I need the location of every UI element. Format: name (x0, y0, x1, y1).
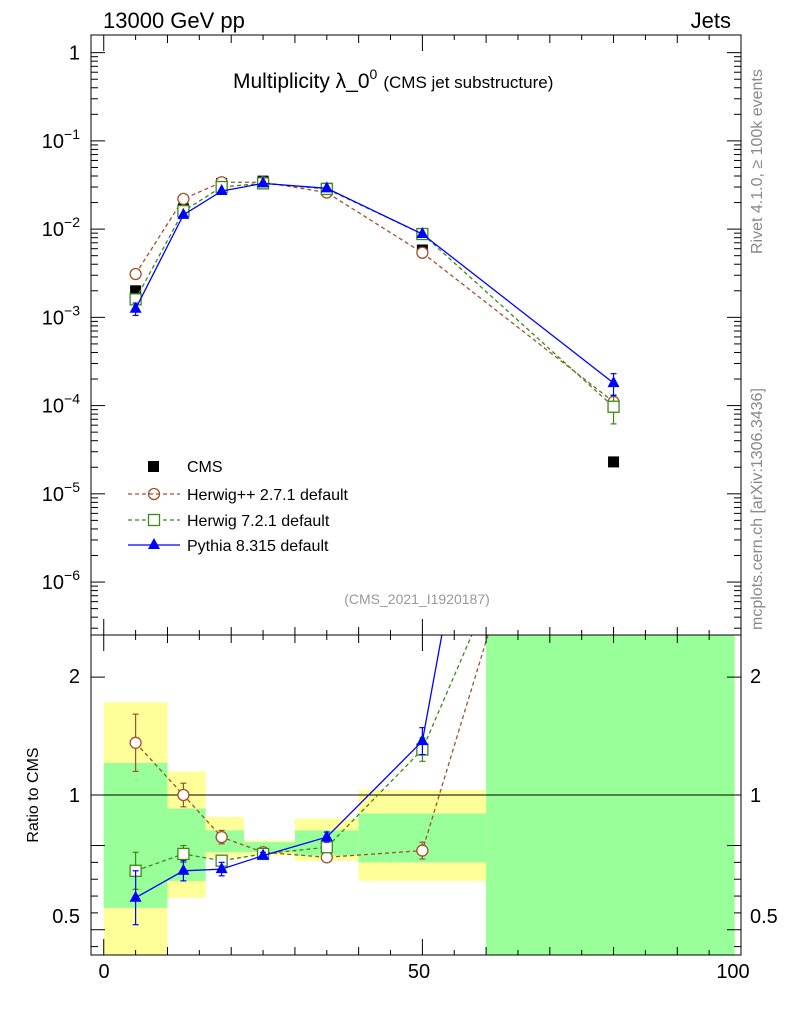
main-ytick-label: 10−1 (42, 126, 80, 153)
plot-title-subtitle: (CMS jet substructure) (383, 73, 553, 92)
mcplots-label: mcplots.cern.ch [arXiv:1306.3436] (749, 388, 766, 630)
ratio-ytick-label-right: 1 (750, 785, 761, 807)
legend-marker-herwig7 (147, 513, 161, 527)
ratio-point-herwigpp (608, 217, 619, 228)
ratio-point-pythia (257, 848, 270, 860)
main-ytick-label: 10−4 (42, 391, 80, 418)
ratio-point-herwig7 (177, 847, 190, 861)
ratio-point-pythia (320, 830, 333, 842)
data-point-pythia (320, 181, 333, 193)
ratio-ytick-label-right: 0.5 (750, 906, 778, 928)
legend-marker-herwigpp (147, 487, 161, 501)
data-point-pythia (129, 301, 142, 313)
collision-label: 13000 GeV pp (103, 8, 245, 33)
main-ytick-label: 10−3 (42, 302, 80, 329)
data-point-pythia (607, 376, 620, 388)
xtick-label: 0 (98, 961, 109, 983)
main-ytick-label: 10−6 (42, 567, 80, 594)
ratio-point-herwigpp (215, 830, 228, 844)
band-green (243, 842, 295, 853)
data-point-pythia (177, 207, 190, 219)
ratio-ytick-label-left: 0.5 (52, 906, 80, 928)
plot-title-main: Multiplicity λ_0 (233, 70, 370, 93)
ratio-point-herwigpp (177, 788, 190, 802)
ratio-series (129, 217, 619, 926)
main-ytick-label: 10−5 (42, 479, 80, 506)
process-label: Jets (691, 8, 731, 33)
band-green (167, 808, 206, 881)
data-point-cms (130, 285, 142, 297)
ratio-ytick-label-right: 2 (750, 666, 761, 688)
legend-label-pythia: Pythia 8.315 default (187, 538, 329, 555)
ratio-point-herwig7 (608, 301, 619, 312)
main-series (129, 175, 620, 468)
legend-marker-pythia (148, 538, 160, 549)
ratio-point-pythia (416, 734, 429, 746)
legend: CMS Herwig++ 2.7.1 default Herwig 7.2.1 … (128, 459, 349, 555)
data-point-pythia (416, 227, 429, 239)
series-line-pythia (135, 182, 614, 384)
main-axis-ticks (91, 35, 742, 635)
analysis-id-label: (CMS_2021_I1920187) (344, 591, 490, 607)
plot-title-superscript: 0 (370, 66, 378, 82)
legend-label-cms: CMS (187, 459, 223, 476)
ratio-y-axis-label: Ratio to CMS (25, 747, 42, 842)
xtick-label: 100 (716, 961, 749, 983)
ratio-y-tick-labels: 2 1 0.5 2 1 0.5 (52, 666, 778, 928)
data-point-pythia (257, 176, 270, 188)
ratio-point-herwigpp (320, 851, 333, 864)
ratio-axis-ticks (91, 635, 742, 955)
data-point-herwigpp (177, 192, 190, 206)
main-y-tick-labels: 1 10−1 10−2 10−3 10−4 10−5 10−6 (42, 43, 80, 594)
data-point-herwig7 (607, 400, 620, 413)
ratio-point-pythia (177, 863, 190, 875)
ratio-point-herwig7 (320, 841, 333, 854)
data-point-cms (608, 456, 620, 468)
plot-title: Multiplicity λ_00 (CMS jet substructure) (233, 66, 553, 93)
ratio-point-herwigpp (416, 844, 429, 857)
legend-label-herwigpp: Herwig++ 2.7.1 default (187, 487, 349, 504)
legend-label-herwig7: Herwig 7.2.1 default (187, 513, 330, 530)
main-ytick-label: 1 (69, 43, 80, 65)
ratio-plot-frame (90, 634, 742, 956)
legend-marker-cms (148, 461, 159, 472)
main-ytick-label: 10−2 (42, 214, 80, 241)
ratio-point-herwigpp (129, 736, 142, 749)
ratio-ytick-label-left: 1 (69, 785, 80, 807)
xtick-label: 50 (408, 961, 430, 983)
data-point-herwigpp (129, 267, 142, 281)
series-line-herwig7 (135, 182, 614, 408)
ratio-point-pythia (215, 862, 228, 874)
x-tick-labels: 0 50 100 (98, 961, 749, 983)
data-point-herwigpp (416, 246, 429, 259)
rivet-version-label: Rivet 4.1.0, ≥ 100k events (749, 69, 766, 254)
series-line-herwigpp (135, 181, 614, 403)
ratio-point-pythia (129, 890, 142, 902)
data-point-pythia (215, 184, 228, 196)
ratio-ytick-label-left: 2 (69, 666, 80, 688)
